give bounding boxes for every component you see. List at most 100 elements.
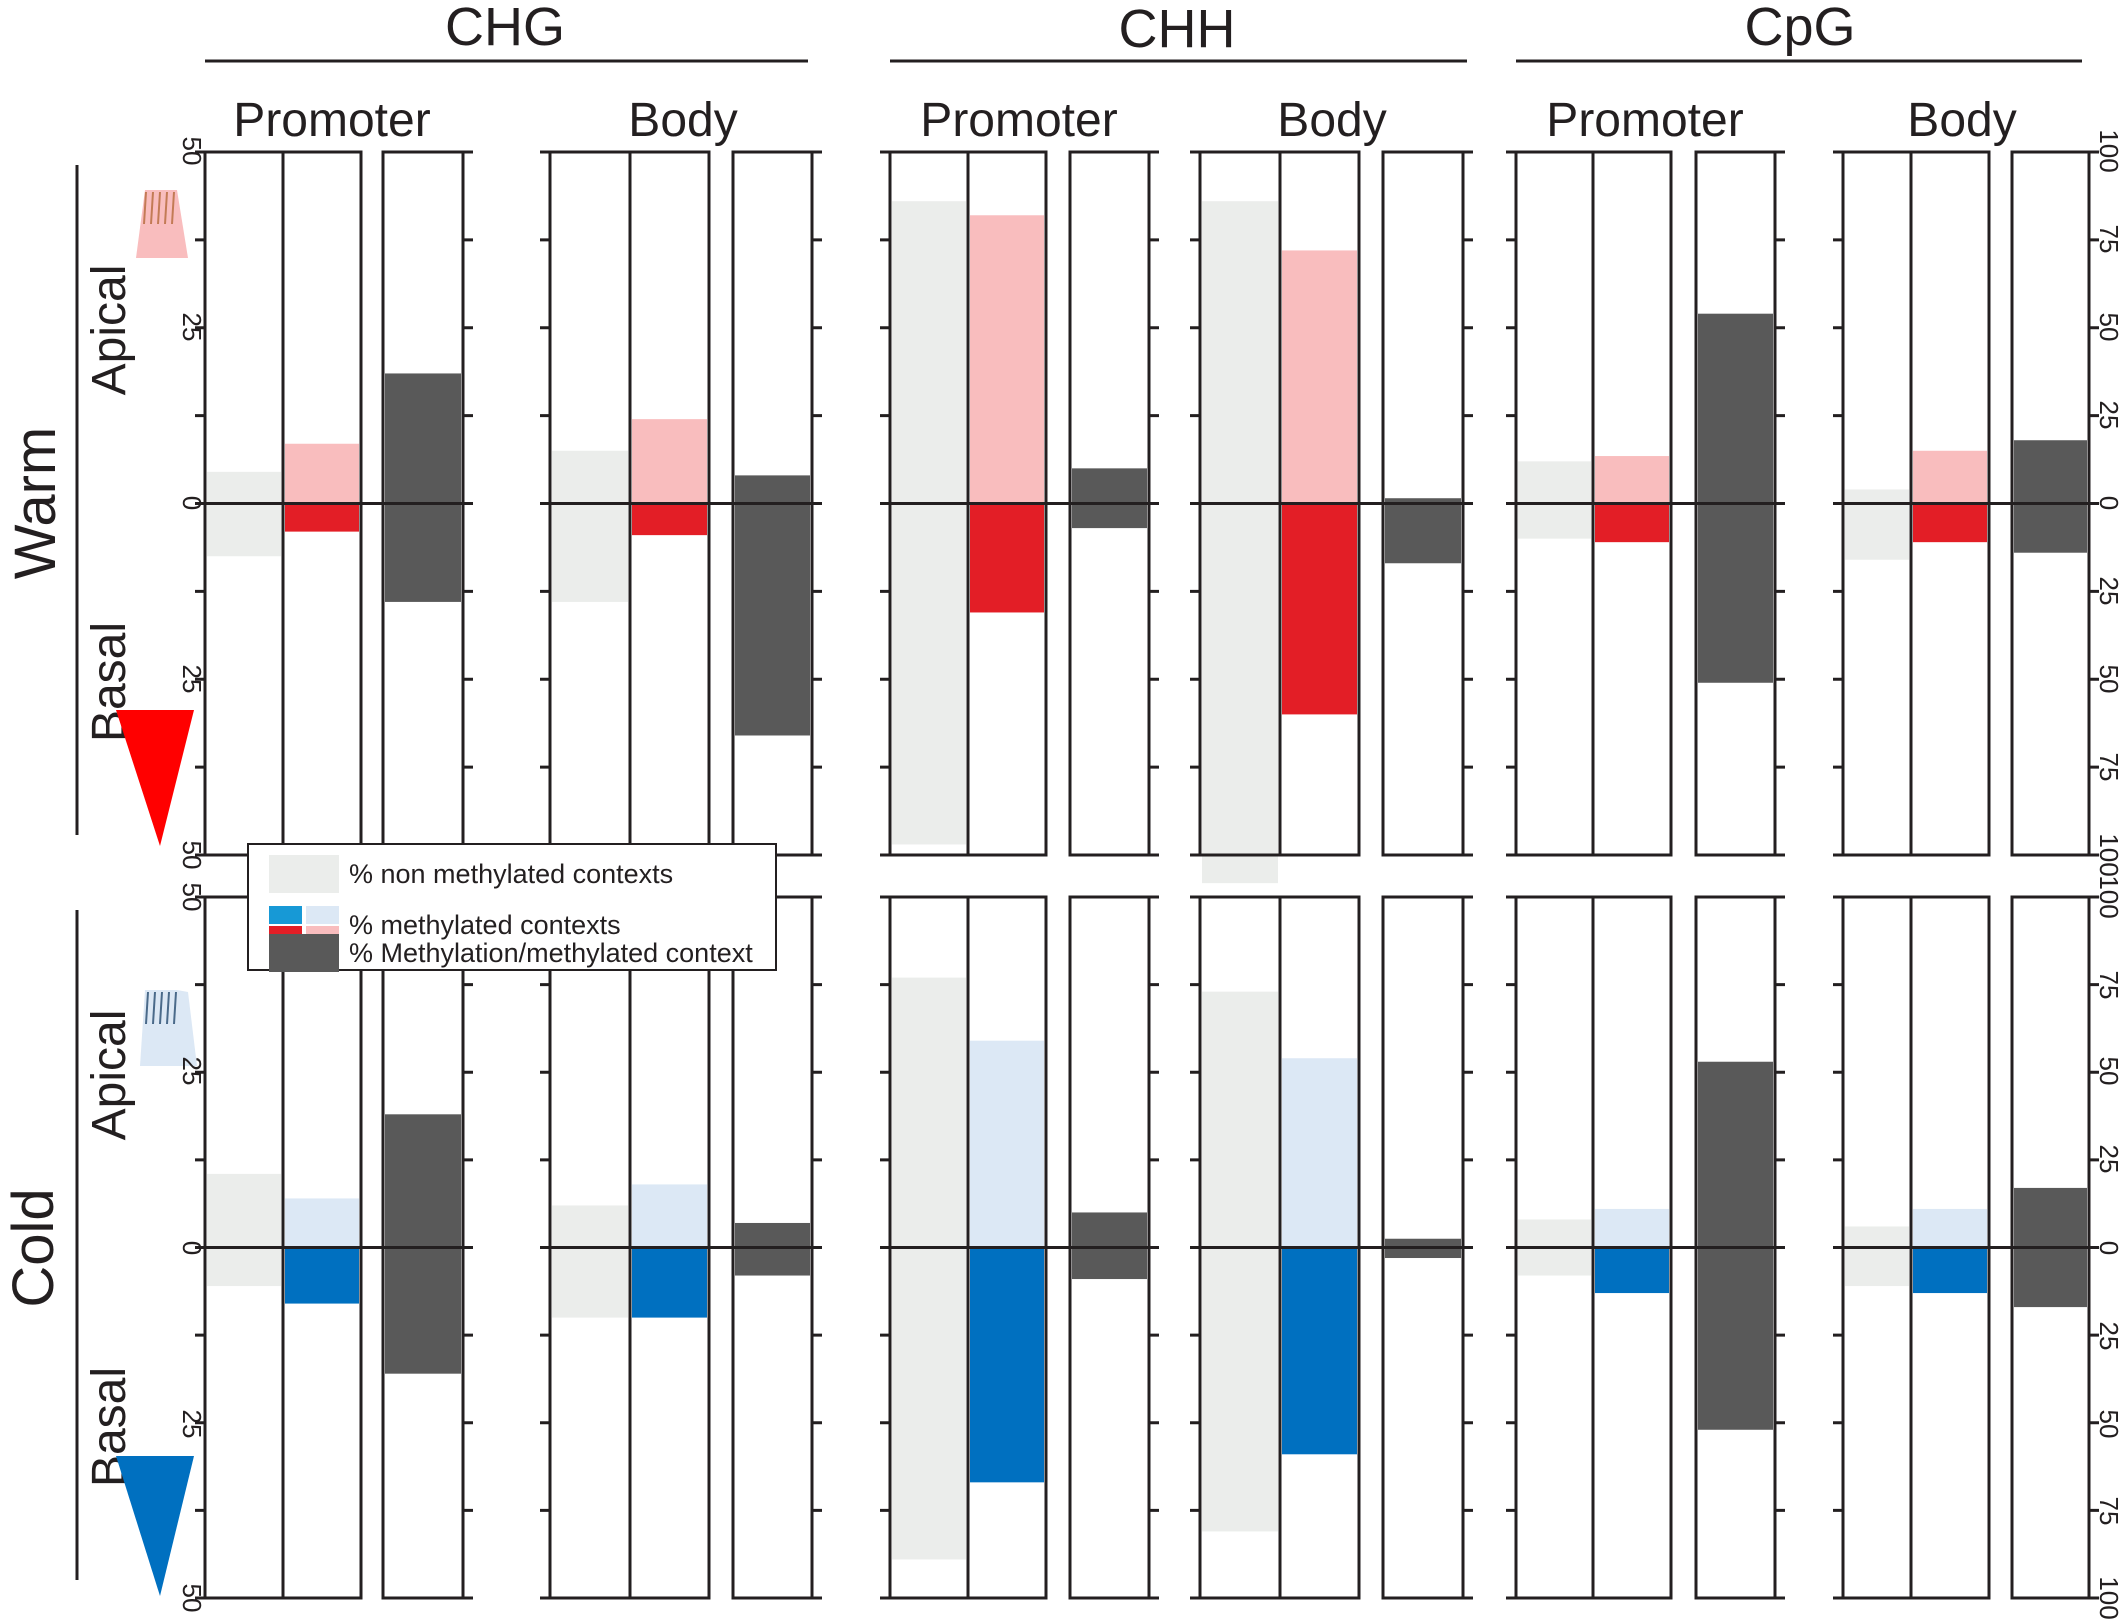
bars-layer [207,201,2087,1560]
section-label-chh-promoter: Promoter [920,94,1117,147]
right-axis-tick-label: 75 [2094,225,2124,254]
legend-label-ratio: % Methylation/methylated context [349,937,753,968]
cold-chh-promoter-nonmeth-basal-bar [892,1247,966,1560]
warm-chh-promoter-nonmeth-basal-bar [892,503,966,845]
cold-chh-promoter-nonmeth-apical-bar [892,977,966,1248]
warm-chh-body-meth-apical-bar [1282,250,1357,504]
group-label-chg: CHG [445,0,565,57]
left-axis-tick-label: 25 [177,665,207,694]
cold-chh-body-meth-apical-bar [1282,1058,1357,1248]
warm-cpg-promoter-meth-apical-bar [1595,456,1669,504]
right-axis-tick-label: 100 [2094,833,2124,876]
legend-item-ratio: % Methylation/methylated context [269,933,753,973]
warm-chg-promoter-ratio-apical-bar [385,373,461,504]
cold-cpg-body-ratio-apical-bar [2014,1187,2087,1248]
row-label-cold: Cold [1,1188,66,1307]
warm-chh-body-nonmeth-apical-bar [1202,201,1278,504]
warm-cpg-promoter-nonmeth-apical-bar [1518,461,1591,504]
right-axis-tick-label: 75 [2094,1497,2124,1526]
row-label-warm-apical: Apical [83,265,136,396]
warm-chh-promoter-nonmeth-apical-bar [892,201,966,504]
warm-cpg-body-nonmeth-basal-bar [1845,503,1909,560]
cold-cpg-promoter-meth-apical-bar [1595,1208,1669,1248]
section-label-chg-promoter: Promoter [233,94,430,147]
warm-cpg-body-meth-basal-bar [1913,503,1987,543]
warm-chg-promoter-nonmeth-basal-bar [207,503,281,557]
cold-chg-promoter-ratio-basal-bar [385,1247,461,1374]
left-axis-tick-label: 0 [177,496,207,510]
cold-chh-promoter-ratio-apical-bar [1072,1212,1147,1248]
frames-layer [195,150,2099,1600]
warm-chg-body-meth-apical-bar [632,419,707,504]
warm-chg-body-nonmeth-basal-bar [552,503,628,602]
warm-chg-body-ratio-apical-bar [735,475,810,504]
warm-chh-promoter-ratio-apical-bar [1072,468,1147,504]
section-label-chg-body: Body [628,94,737,147]
cold-chh-body-meth-basal-bar [1282,1247,1357,1455]
warm-chh-promoter-meth-basal-bar [970,503,1044,613]
cold-chh-promoter-ratio-basal-bar [1072,1247,1147,1280]
cold-cpg-promoter-nonmeth-basal-bar [1518,1247,1591,1276]
warm-chg-promoter-nonmeth-apical-bar [207,471,281,504]
right-axis-tick-label: 75 [2094,971,2124,1000]
cold-chh-body-ratio-apical-bar [1385,1238,1461,1248]
cold-cpg-promoter-meth-basal-bar [1595,1247,1669,1294]
cold-leaf-icon [140,990,197,1066]
group-label-cpg: CpG [1744,0,1855,57]
cold-chg-promoter-ratio-apical-bar [385,1114,461,1248]
cold-cpg-body-nonmeth-basal-bar [1845,1247,1909,1287]
legend-item-nonmethylated: % non methylated contexts [269,855,674,893]
right-axis-tick-label: 50 [2094,1410,2124,1439]
legend-swatch-nonmethylated [269,855,339,893]
left-axis: 50 25 0 25 50 50 25 0 25 50 [177,137,207,1613]
cold-cpg-body-meth-basal-bar [1913,1247,1987,1294]
left-axis-tick-label: 50 [177,137,207,166]
warm-chh-promoter-meth-apical-bar [970,215,1044,504]
warm-cpg-body-ratio-apical-bar [2014,440,2087,504]
right-axis-tick-label: 25 [2094,1322,2124,1351]
warm-cpg-promoter-meth-basal-bar [1595,503,1669,543]
group-label-chh: CHH [1119,0,1236,59]
warm-cpg-body-meth-apical-bar [1913,450,1987,504]
cold-chg-body-ratio-apical-bar [735,1222,810,1248]
right-axis-tick-label: 0 [2094,496,2124,510]
legend-swatch-cold-dark [269,906,302,924]
cold-chg-promoter-meth-basal-bar [285,1247,359,1304]
cold-chg-promoter-nonmeth-basal-bar [207,1247,281,1287]
cold-cpg-body-ratio-basal-bar [2014,1247,2087,1308]
left-axis-tick-label: 50 [177,1584,207,1613]
cold-chg-promoter-nonmeth-apical-bar [207,1173,281,1248]
cold-cpg-promoter-nonmeth-apical-bar [1518,1219,1591,1248]
cold-chg-body-meth-basal-bar [632,1247,707,1318]
right-axis-tick-label: 25 [2094,1145,2124,1174]
cold-chg-promoter-meth-apical-bar [285,1198,359,1248]
right-axis-tick-label: 100 [2094,129,2124,172]
cold-cpg-promoter-ratio-apical-bar [1698,1061,1773,1248]
legend: % non methylated contexts % methylated c… [247,843,777,973]
right-axis-tick-label: 0 [2094,1241,2124,1255]
warm-chh-body-ratio-apical-bar [1385,498,1461,504]
cold-cpg-body-meth-apical-bar [1913,1208,1987,1248]
warm-chh-promoter-ratio-basal-bar [1072,503,1147,529]
row-label-warm: Warm [3,427,68,579]
warm-leaf-icon [136,190,188,258]
right-axis-tick-label: 50 [2094,313,2124,342]
cold-chg-body-nonmeth-basal-bar [552,1247,628,1318]
warm-cpg-body-nonmeth-apical-bar [1845,489,1909,504]
right-axis-tick-label: 100 [2094,1576,2124,1619]
cold-cpg-body-nonmeth-apical-bar [1845,1226,1909,1248]
warm-basal-triangle-icon [116,710,194,846]
cold-chh-promoter-meth-apical-bar [970,1040,1044,1248]
cold-chg-body-meth-apical-bar [632,1184,707,1248]
right-axis-tick-label: 75 [2094,753,2124,782]
warm-chh-body-nonmeth-basal-bar [1202,503,1278,884]
warm-cpg-promoter-nonmeth-basal-bar [1518,503,1591,539]
right-axis: 100 75 50 25 0 25 50 75 100 100 75 50 25… [2094,129,2124,1619]
cold-chh-promoter-meth-basal-bar [970,1247,1044,1483]
legend-label-methylated: % methylated contexts [349,909,621,940]
right-axis-tick-label: 25 [2094,401,2124,430]
row-label-cold-apical: Apical [83,1010,136,1141]
legend-label-nonmethylated: % non methylated contexts [349,858,674,889]
warm-chg-promoter-meth-apical-bar [285,443,359,504]
